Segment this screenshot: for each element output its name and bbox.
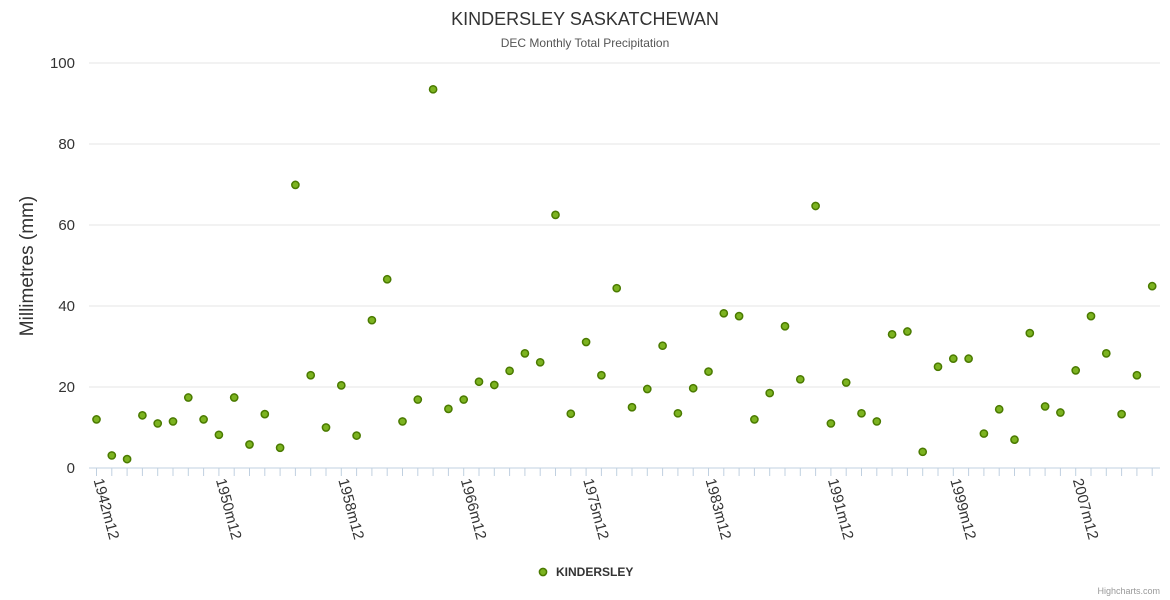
data-point[interactable] (336, 381, 346, 390)
x-tick-label: 1991m12 (824, 477, 857, 542)
data-point[interactable] (1132, 370, 1142, 380)
y-tick-label: 0 (67, 460, 75, 477)
data-point[interactable] (918, 447, 928, 457)
legend-marker-icon[interactable] (538, 567, 548, 577)
data-point[interactable] (581, 337, 591, 347)
series-points[interactable] (92, 84, 1157, 464)
x-tick-label: 1966m12 (457, 477, 490, 542)
data-point[interactable] (826, 419, 836, 428)
data-point[interactable] (903, 327, 912, 336)
data-point[interactable] (1086, 311, 1096, 321)
data-point[interactable] (260, 409, 270, 419)
chart-subtitle: DEC Monthly Total Precipitation (501, 36, 670, 50)
y-tick-label: 80 (58, 136, 75, 153)
data-point[interactable] (214, 430, 224, 440)
data-point[interactable] (1071, 366, 1081, 375)
data-point[interactable] (1147, 281, 1157, 291)
data-point[interactable] (321, 423, 331, 432)
y-axis-label: Millimetres (mm) (17, 196, 38, 336)
data-point[interactable] (994, 404, 1004, 414)
data-point[interactable] (887, 330, 897, 339)
data-point[interactable] (505, 366, 514, 376)
y-tick-label: 20 (58, 379, 75, 396)
data-point[interactable] (245, 440, 254, 449)
data-point[interactable] (138, 411, 147, 420)
data-point[interactable] (153, 419, 163, 428)
chart-title: KINDERSLEY SASKATCHEWAN (451, 9, 719, 29)
data-point[interactable] (306, 370, 316, 380)
data-point[interactable] (1040, 402, 1050, 411)
y-axis-ticks: 0 20 40 60 80 100 (50, 55, 75, 477)
data-point[interactable] (979, 429, 989, 438)
x-tick-label: 1950m12 (212, 477, 245, 542)
data-point[interactable] (229, 393, 239, 402)
data-point[interactable] (597, 370, 606, 380)
data-point[interactable] (750, 415, 759, 424)
data-point[interactable] (474, 377, 484, 387)
x-axis-labels: 1942m12 1950m12 1958m12 1966m12 1975m12 1983m… (90, 477, 1102, 542)
data-point[interactable] (658, 341, 667, 351)
data-point[interactable] (704, 367, 713, 376)
data-point[interactable] (275, 443, 285, 453)
data-point[interactable] (551, 210, 560, 220)
x-tick-label: 1983m12 (702, 477, 735, 542)
data-point[interactable] (1117, 409, 1126, 419)
legend[interactable]: KINDERSLEY (538, 565, 633, 579)
x-tick-label: 1942m12 (90, 477, 123, 542)
data-point[interactable] (168, 417, 178, 426)
y-tick-label: 40 (58, 298, 75, 315)
data-point[interactable] (964, 354, 973, 363)
data-point[interactable] (795, 374, 805, 384)
data-point[interactable] (489, 380, 499, 390)
data-point[interactable] (811, 201, 820, 211)
data-point[interactable] (428, 84, 438, 94)
data-point[interactable] (627, 402, 637, 412)
data-point[interactable] (642, 384, 652, 394)
data-point[interactable] (444, 404, 453, 414)
y-tick-label: 100 (50, 55, 75, 72)
data-point[interactable] (688, 383, 698, 393)
data-point[interactable] (933, 362, 943, 372)
grid (89, 62, 1160, 388)
data-point[interactable] (841, 378, 851, 387)
data-point[interactable] (398, 417, 407, 426)
x-tick-label: 1958m12 (334, 477, 367, 542)
data-point[interactable] (199, 415, 208, 424)
data-point[interactable] (459, 395, 469, 404)
data-point[interactable] (1025, 328, 1035, 338)
data-point[interactable] (535, 357, 545, 367)
x-tick-label: 2007m12 (1069, 477, 1102, 542)
data-point[interactable] (780, 321, 790, 331)
data-point[interactable] (673, 408, 683, 418)
legend-label[interactable]: KINDERSLEY (556, 565, 633, 579)
credits-link[interactable]: Highcharts.com (1097, 586, 1160, 596)
data-point[interactable] (92, 415, 101, 424)
data-point[interactable] (413, 395, 423, 404)
data-point[interactable] (291, 180, 300, 190)
data-point[interactable] (1010, 435, 1019, 444)
data-point[interactable] (1101, 349, 1111, 358)
data-point[interactable] (719, 308, 729, 318)
data-point[interactable] (612, 283, 622, 293)
data-point[interactable] (857, 408, 866, 418)
data-point[interactable] (107, 451, 117, 460)
data-point[interactable] (382, 274, 392, 284)
x-axis-ticks (96, 468, 1153, 476)
data-point[interactable] (183, 393, 193, 402)
data-point[interactable] (367, 315, 377, 325)
data-point[interactable] (872, 417, 882, 426)
data-point[interactable] (948, 354, 958, 363)
x-tick-label: 1975m12 (579, 477, 612, 542)
data-point[interactable] (122, 454, 132, 464)
data-point[interactable] (566, 409, 576, 419)
y-tick-label: 60 (58, 217, 75, 234)
data-point[interactable] (765, 388, 775, 398)
data-point[interactable] (1056, 408, 1065, 417)
data-point[interactable] (520, 349, 530, 358)
data-point[interactable] (352, 431, 361, 440)
x-tick-label: 1999m12 (946, 477, 979, 542)
data-point[interactable] (734, 311, 744, 321)
